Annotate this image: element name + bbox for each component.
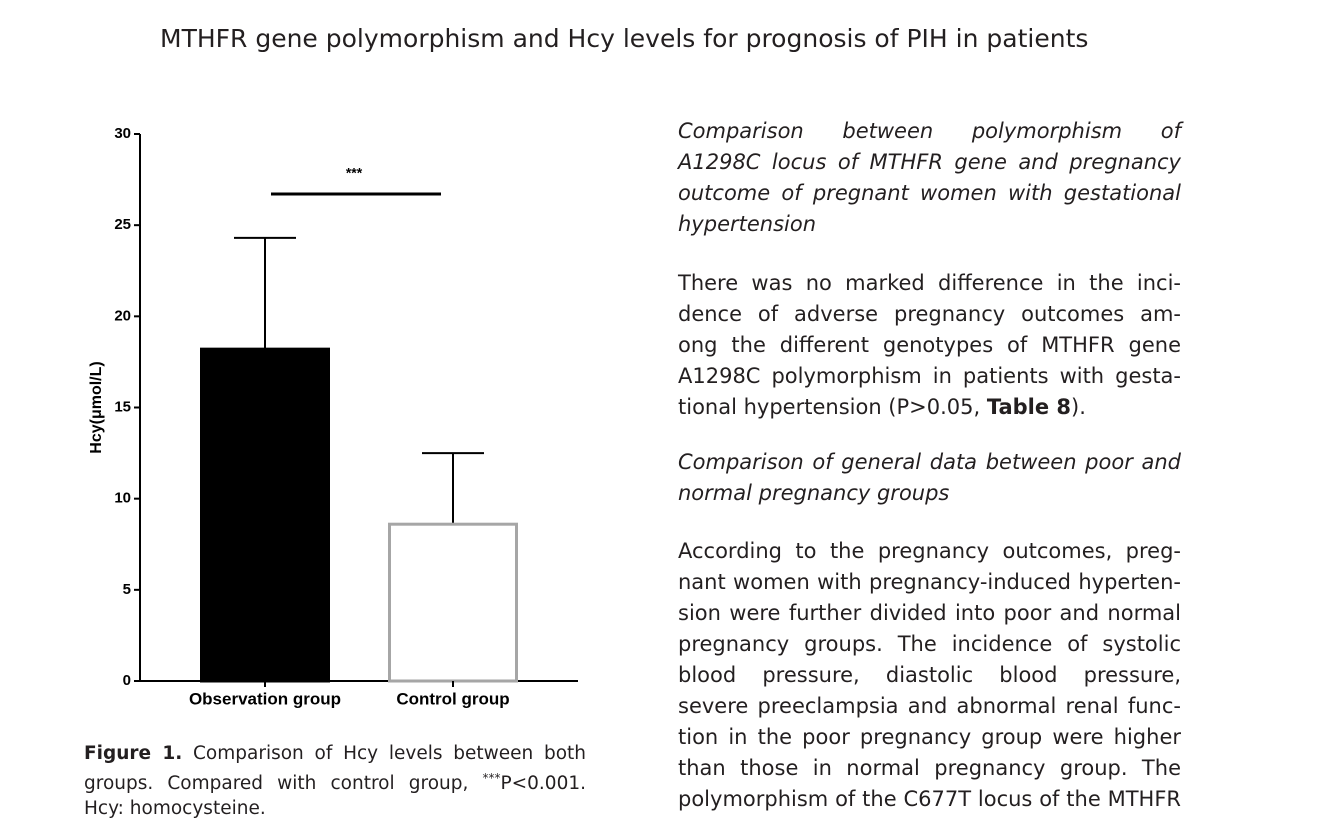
text-line: There was no marked difference in the in… [678,271,1181,295]
significance-label: *** [346,165,363,181]
text-line: polymorphism of the C677T locus of the M… [678,787,1181,811]
y-tick-label: 30 [114,125,131,142]
y-axis-label: Hcy(μmol/L) [88,361,105,453]
text-line: normal pregnancy groups [678,481,950,505]
text-line: severe preeclampsia and abnormal renal f… [678,694,1181,718]
text-line: tion in the poor pregnancy group were hi… [678,725,1181,749]
y-tick-label: 0 [123,672,131,689]
text-line: sion were further divided into poor and … [678,601,1181,625]
x-tick-label: Control group [396,689,509,708]
text-line: than those in normal pregnancy group. Th… [678,756,1181,780]
heading: Comparison of general data between poor … [678,447,1181,509]
text-line: blood pressure, diastolic blood pressure… [678,663,1181,687]
paragraph: There was no marked difference in the in… [678,268,1181,423]
caption-text: Comparison of Hcy levels between both gr… [84,743,587,795]
y-tick-label: 25 [114,216,131,233]
text-line: ong the different genotypes of MTHFR gen… [678,333,1181,357]
table-ref: Table 8 [986,395,1072,419]
x-tick-label: Observation group [189,689,341,708]
bar [388,522,518,683]
text-line: According to the pregnancy outcomes, pre… [678,539,1181,563]
figure-caption: Figure 1. Comparison of Hcy levels betwe… [84,741,586,821]
chart: 0 5 10 15 20 25 30 Hcy(μmol/L) Observation group… [88,125,578,708]
text-span: tional hypertension (P>0.05, [678,395,987,419]
text-line: outcome of pregnant women with gestation… [678,181,1181,205]
text-line: hypertension [678,212,817,236]
text-line: A1298C polymorphism in patients with ges… [678,364,1181,388]
bar [200,347,330,683]
y-tick-label: 5 [123,581,131,598]
text-line: tional hypertension (P>0.05, Table 8). [678,392,1181,423]
y-tick-label: 10 [114,490,131,507]
text-line: nant women with pregnancy-induced hypert… [678,570,1181,594]
text-line: Comparison between polymorphism of [678,119,1181,143]
caption-sup: *** [482,771,501,785]
caption-label: Figure 1. [84,743,183,764]
text-span: ). [1071,395,1086,419]
heading: Comparison between polymorphism of A1298C… [678,116,1181,240]
paragraph: According to the pregnancy outcomes, pre… [678,536,1181,815]
text-line: dence of adverse pregnancy outcomes am- [678,302,1181,326]
text-line: Comparison of general data between poor … [678,450,1181,474]
page-title: MTHFR gene polymorphism and Hcy levels f… [160,24,1089,53]
text-line: pregnancy groups. The incidence of systo… [678,632,1181,656]
text-line: A1298C locus of MTHFR gene and pregnancy [678,150,1181,174]
y-tick-label: 20 [114,307,131,324]
y-tick-label: 15 [114,398,131,415]
